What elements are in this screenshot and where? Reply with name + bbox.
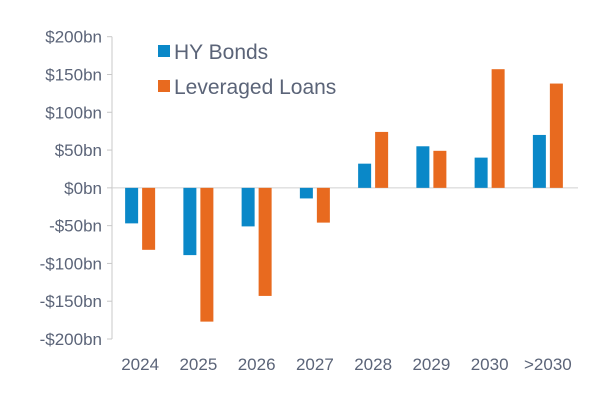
x-tick-label: 2026	[238, 355, 276, 374]
y-tick-label: $200bn	[45, 28, 102, 47]
bar-hy-bonds	[358, 163, 372, 188]
bars	[125, 69, 563, 322]
x-tick-label: 2029	[412, 355, 450, 374]
y-tick-label: $50bn	[55, 141, 102, 160]
legend-label: Leveraged Loans	[174, 76, 336, 99]
y-tick-label: -$150bn	[40, 292, 102, 311]
bar-hy-bonds	[125, 187, 139, 224]
legend-label: HY Bonds	[174, 41, 268, 64]
bar-hy-bonds	[299, 187, 313, 199]
y-tick-label: $100bn	[45, 103, 102, 122]
legend-swatch	[158, 45, 170, 57]
legend-swatch	[158, 80, 170, 92]
x-tick-label: 2024	[121, 355, 159, 374]
bar-hy-bonds	[474, 157, 488, 188]
bar-leveraged-loans	[258, 187, 272, 296]
bar-leveraged-loans	[316, 187, 330, 223]
bar-leveraged-loans	[433, 150, 447, 188]
bar-leveraged-loans	[200, 187, 214, 322]
x-tick-label: 2025	[179, 355, 217, 374]
y-tick-label: $0bn	[64, 179, 102, 198]
x-tick-label: 2027	[296, 355, 334, 374]
bar-leveraged-loans	[142, 187, 156, 250]
axes: $200bn $150bn $100bn $50bn $0bn -$50bn -$100bn…	[40, 28, 578, 374]
bar-hy-bonds	[532, 134, 546, 188]
y-tick-label: -$50bn	[49, 217, 102, 236]
bar-hy-bonds	[183, 187, 197, 256]
y-tick-label: $150bn	[45, 65, 102, 84]
bar-leveraged-loans	[491, 69, 505, 188]
bar-hy-bonds	[416, 146, 430, 188]
bar-hy-bonds	[241, 187, 255, 227]
y-tick-label: -$200bn	[40, 330, 102, 349]
x-tick-label: >2030	[524, 355, 572, 374]
x-tick-label: 2028	[354, 355, 392, 374]
y-tick-label: -$100bn	[40, 254, 102, 273]
bar-leveraged-loans	[375, 131, 389, 188]
x-tick-label: 2030	[471, 355, 509, 374]
bar-leveraged-loans	[549, 83, 563, 188]
legend: HY Bonds Leveraged Loans	[158, 41, 336, 99]
